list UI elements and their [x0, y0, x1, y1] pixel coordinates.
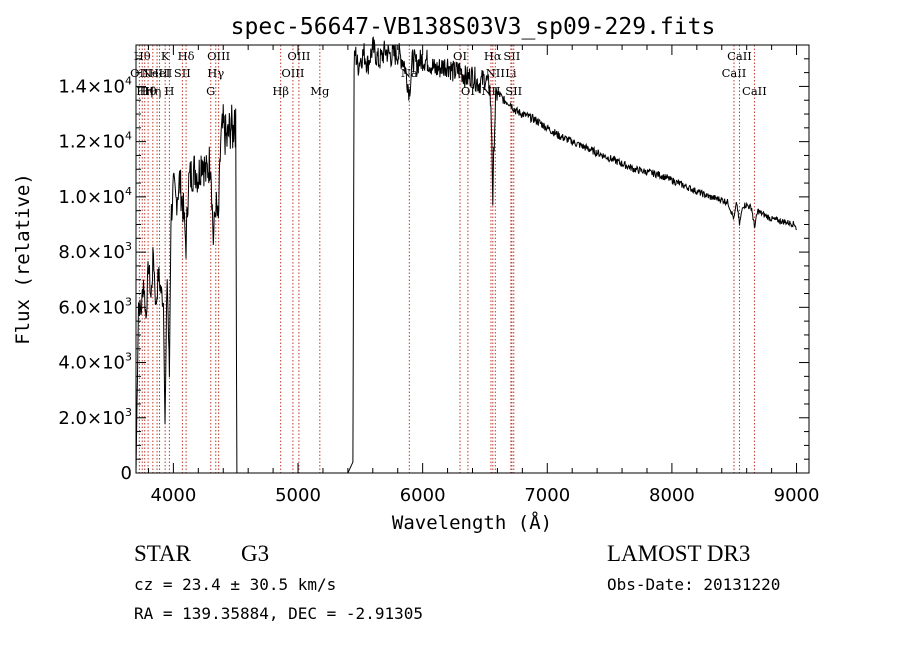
line-label-19: OI — [453, 49, 467, 63]
y-tick-label-7: 1.4×104 — [58, 74, 132, 97]
line-label-9: SII — [174, 66, 191, 80]
y-tick-label-6: 1.2×104 — [58, 130, 132, 153]
x-tick-label-0: 4000 — [150, 485, 196, 506]
y-tick-label-0: 0 — [121, 463, 132, 484]
x-axis-label: Wavelength (Å) — [392, 511, 552, 534]
line-label-7: K — [161, 49, 170, 63]
y-tick-mantissa-3: 6.0×10 — [58, 297, 125, 318]
line-label-11: G — [206, 84, 215, 98]
y-tick-exponent-1: 3 — [125, 406, 132, 419]
y-tick-exponent-5: 4 — [125, 185, 132, 198]
line-label-25: SII — [503, 49, 520, 63]
line-label-12: Hγ — [207, 66, 224, 80]
line-label-22: Hα — [484, 49, 502, 63]
x-tick-label-5: 9000 — [774, 485, 820, 506]
line-label-15: OIII — [281, 66, 304, 80]
spectrum-series — [135, 36, 797, 474]
y-tick-exponent-2: 3 — [125, 351, 132, 364]
line-label-1: Hθ — [134, 49, 151, 63]
x-axis-ticks: 4000 5000 6000 7000 8000 9000 — [147, 45, 820, 506]
y-tick-label-2: 4.0×103 — [58, 351, 132, 374]
object-class: STAR — [134, 541, 192, 566]
line-label-24: Li — [505, 66, 517, 80]
y-tick-mantissa-2: 4.0×10 — [58, 353, 125, 374]
y-tick-mantissa-4: 8.0×10 — [58, 242, 125, 263]
y-tick-mantissa-1: 2.0×10 — [58, 408, 125, 429]
y-axis-ticks: 02.0×1034.0×1036.0×1038.0×1031.0×1041.2×… — [58, 58, 809, 484]
spectrum-line — [135, 36, 797, 474]
y-tick-mantissa-5: 1.0×10 — [58, 187, 125, 208]
y-tick-label-5: 1.0×104 — [58, 185, 132, 208]
survey-name: LAMOST DR3 — [607, 541, 750, 566]
y-axis-label: Flux (relative) — [12, 173, 34, 345]
emission-line-markers: OIIHθHηHθHηNeIIIHeIKHSIIHδGHγOIIIHβOIIIO… — [130, 45, 767, 473]
line-label-28: CaII — [727, 49, 752, 63]
line-label-29: CaII — [742, 84, 767, 98]
y-tick-mantissa-0: 0 — [121, 463, 132, 484]
coordinates: RA = 139.35884, DEC = -2.91305 — [134, 604, 423, 623]
line-label-16: OIII — [287, 49, 310, 63]
line-label-27: CaII — [722, 66, 747, 80]
x-tick-label-3: 7000 — [524, 485, 570, 506]
line-label-23: NII — [486, 66, 505, 80]
line-label-14: Hβ — [272, 84, 289, 98]
y-tick-exponent-4: 3 — [125, 240, 132, 253]
x-tick-label-4: 8000 — [649, 485, 695, 506]
y-tick-mantissa-6: 1.2×10 — [58, 132, 125, 153]
line-label-17: Mg — [310, 84, 330, 98]
x-tick-label-1: 5000 — [275, 485, 321, 506]
y-tick-mantissa-7: 1.4×10 — [58, 76, 125, 97]
line-label-2: Hη — [136, 84, 153, 98]
object-subclass: G3 — [241, 541, 269, 566]
line-label-13: OIII — [207, 49, 230, 63]
y-tick-exponent-6: 4 — [125, 130, 132, 143]
y-tick-exponent-3: 3 — [125, 295, 132, 308]
chart-title: spec-56647-VB138S03V3_sp09-229.fits — [231, 14, 716, 40]
line-label-18: Na — [401, 66, 418, 80]
y-tick-label-3: 6.0×103 — [58, 295, 132, 318]
x-tick-label-2: 6000 — [400, 485, 446, 506]
line-label-6: HeI — [149, 66, 170, 80]
redshift-velocity: cz = 23.4 ± 30.5 km/s — [134, 575, 336, 594]
y-tick-exponent-7: 4 — [125, 74, 132, 87]
line-label-10: Hδ — [178, 49, 195, 63]
y-tick-label-4: 8.0×103 — [58, 240, 132, 263]
line-label-4: Hη — [144, 84, 161, 98]
line-label-8: H — [164, 84, 174, 98]
line-label-26: SII — [505, 84, 522, 98]
y-tick-label-1: 2.0×103 — [58, 406, 132, 429]
observation-date: Obs-Date: 20131220 — [607, 575, 780, 594]
